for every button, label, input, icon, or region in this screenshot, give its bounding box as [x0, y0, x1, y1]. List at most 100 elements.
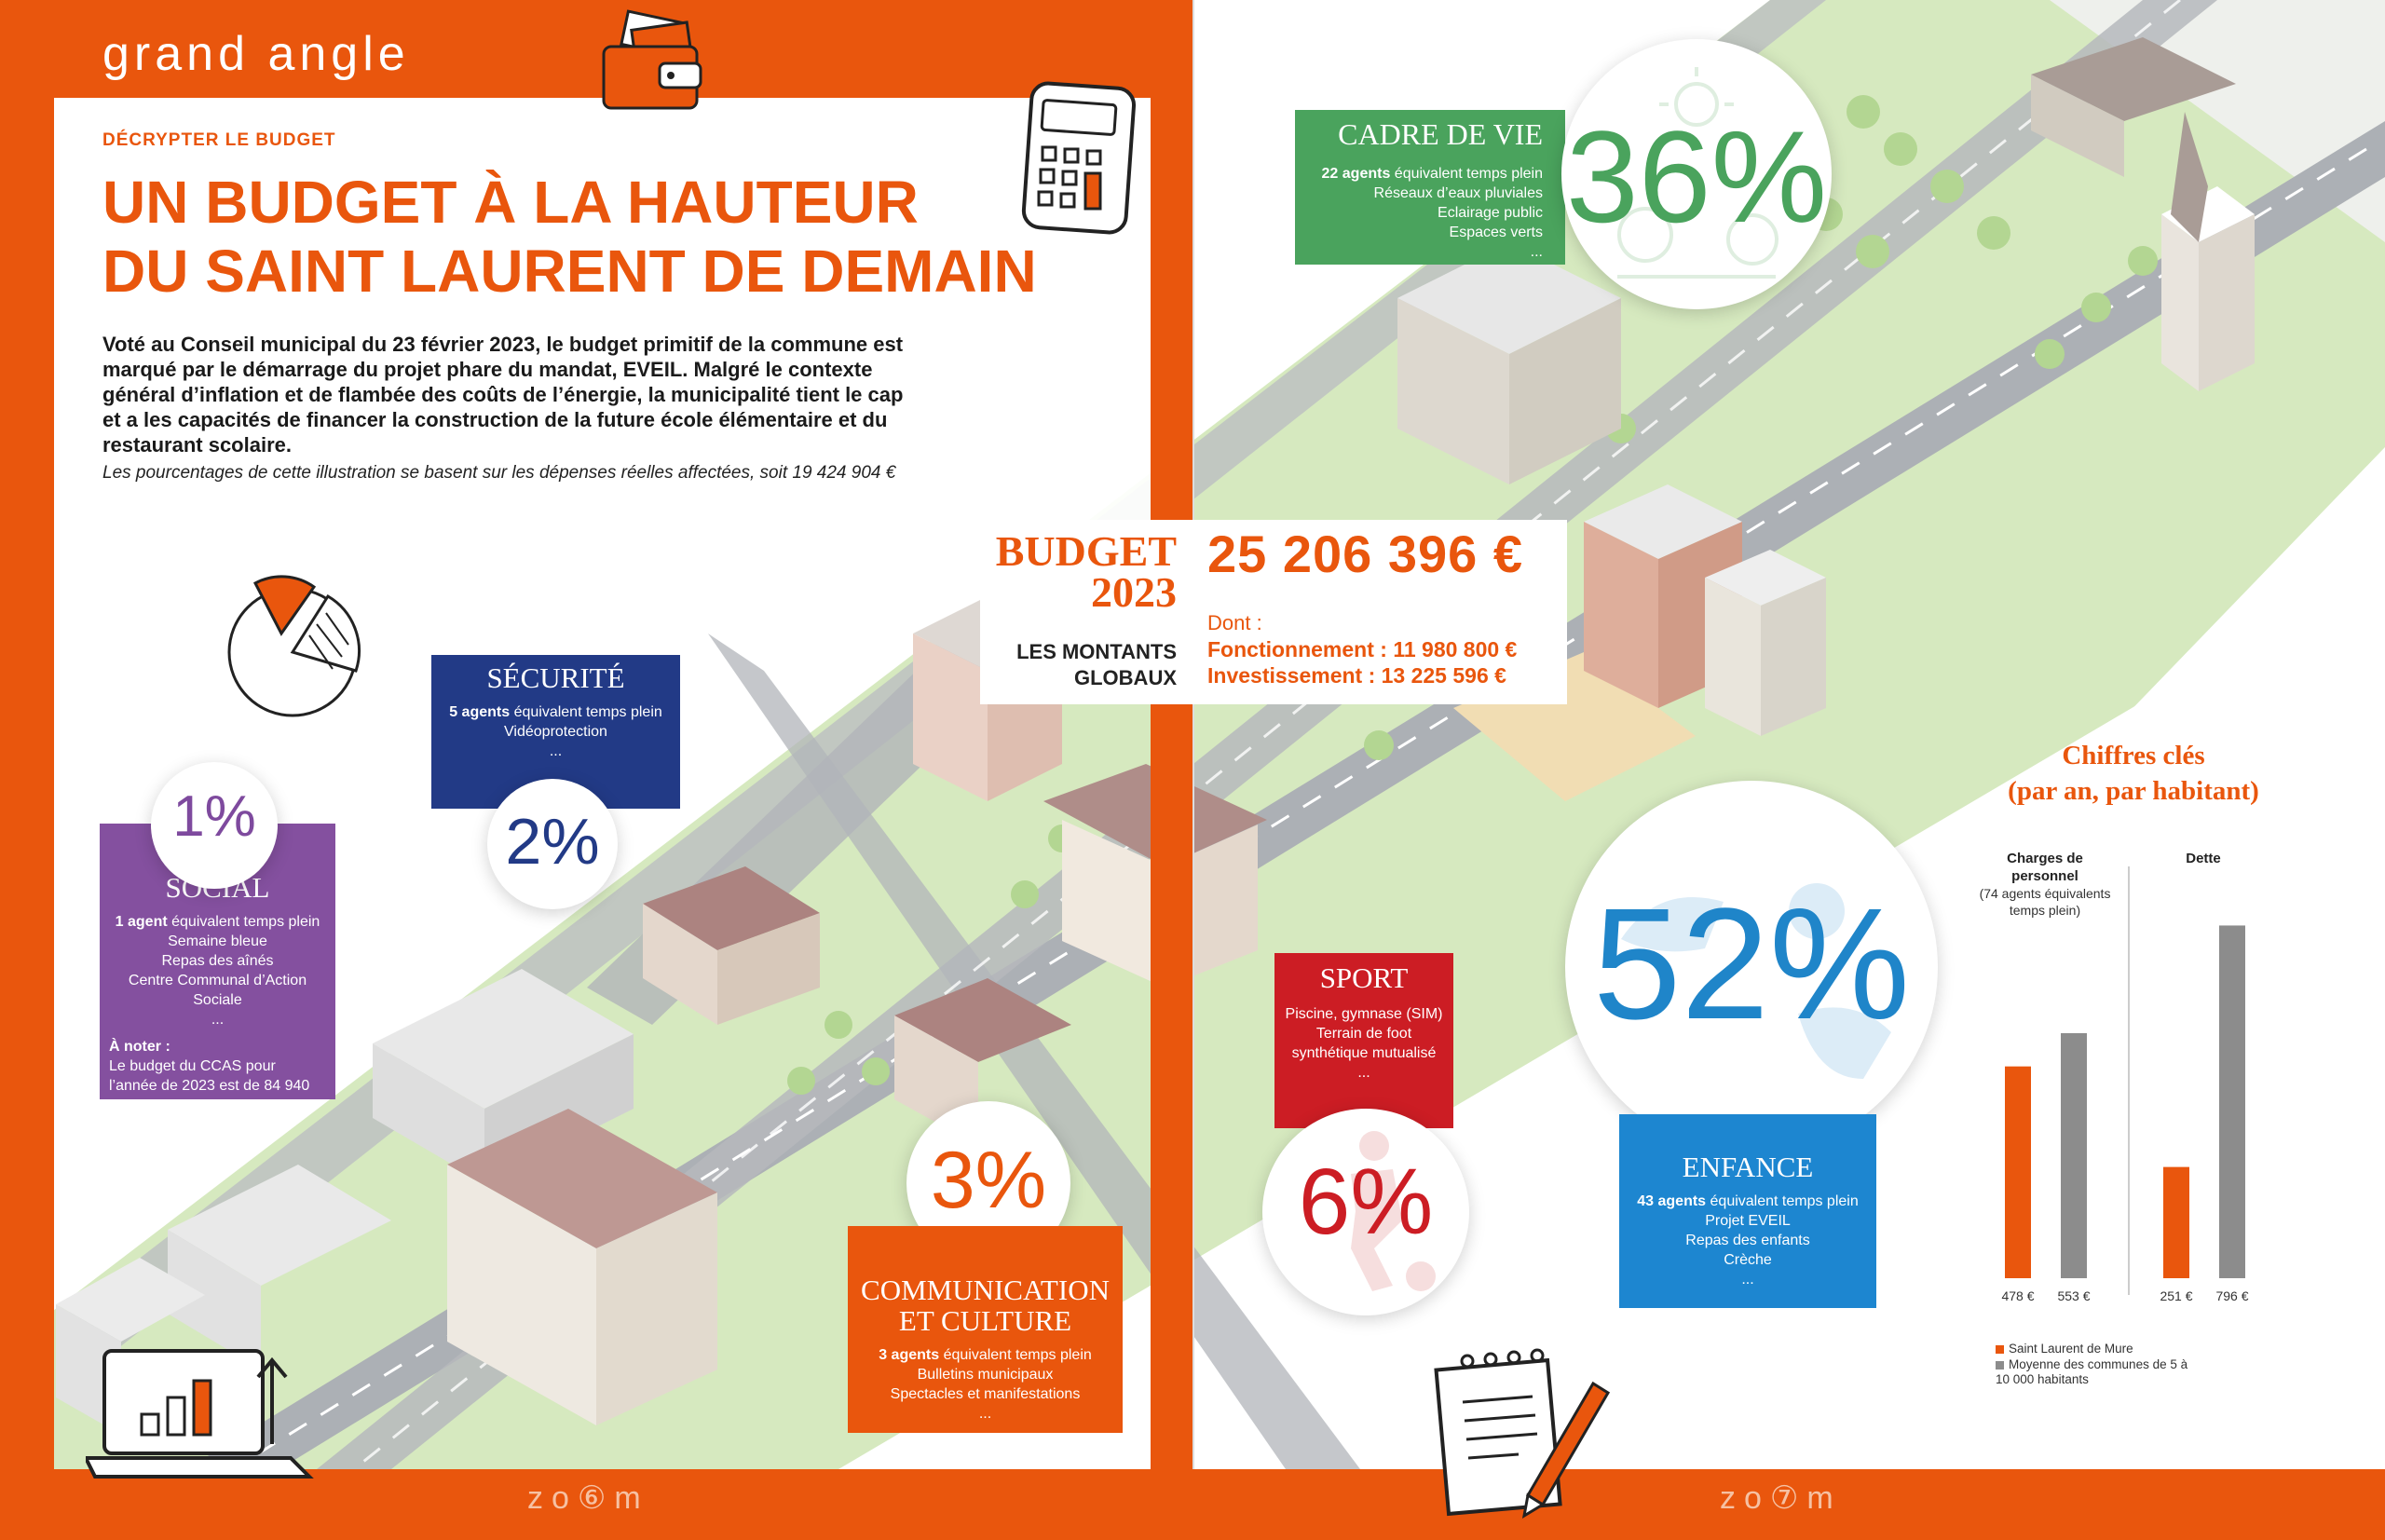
chart-title-line-2: (par an, par habitant) [2008, 776, 2259, 806]
chart-title-line-1: Chiffres clés [2062, 741, 2205, 770]
page-title-line-2: DU SAINT LAURENT DE DEMAIN [102, 238, 1037, 305]
communication-line: Bulletins municipaux [917, 1367, 1054, 1383]
sport-circle [1262, 1109, 1469, 1315]
chart-bar [2219, 925, 2245, 1278]
football-player-icon [1351, 1131, 1436, 1291]
budget-label-line-2: 2023 [1091, 568, 1177, 616]
section-label: grand angle [102, 27, 410, 81]
budget-subtitle-line-1: LES MONTANTS [1016, 640, 1177, 663]
sport-title: SPORT [1319, 961, 1409, 994]
chart-bar [2163, 1166, 2189, 1278]
budget-subtitle-line-2: GLOBAUX [1074, 666, 1177, 689]
communication-box: COMMUNICATION ET CULTURE 3 agents équiva… [848, 1226, 1123, 1433]
communication-agents: 3 agents équivalent temps plein [848, 1345, 1123, 1365]
sport-line: ... [1357, 1065, 1370, 1081]
social-details: 1 agent équivalent temps plein Semaine b… [100, 912, 335, 1029]
securite-agents-suffix: équivalent temps plein [510, 704, 662, 720]
cadre-line: Eclairage public [1438, 205, 1543, 221]
sport-line: Terrain de foot [1315, 1026, 1412, 1042]
page-title: UN BUDGET À LA HAUTEUR DU SAINT LAURENT … [102, 168, 1127, 306]
enfance-line: Repas des enfants [1685, 1233, 1810, 1248]
enfance-line: Projet EVEIL [1705, 1213, 1791, 1229]
securite-details: 5 agents équivalent temps plein Vidéopro… [431, 702, 680, 761]
communication-percent: 3% [930, 1136, 1047, 1225]
budget-label-line-1: BUDGET [995, 527, 1177, 575]
chart-bar [2061, 1032, 2087, 1278]
chart-bar-label: 553 € [2057, 1288, 2090, 1303]
communication-agents-count: 3 agents [879, 1347, 940, 1363]
left-page-surface [54, 98, 1151, 536]
enfance-box: ENFANCE 43 agents équivalent temps plein… [1619, 1114, 1876, 1308]
sport-percent: 6% [1298, 1150, 1434, 1254]
enfance-agents-count: 43 agents [1637, 1193, 1707, 1209]
budget-investissement: Investissement : 13 225 596 € [1207, 663, 1506, 688]
cadre-line: Espaces verts [1449, 225, 1543, 240]
sun-tree-icon [1617, 67, 1779, 279]
legend-item-saint-laurent: Saint Laurent de Mure [1996, 1342, 2133, 1356]
social-line: Repas des aînés [161, 953, 274, 969]
enfance-agents-suffix: équivalent temps plein [1706, 1193, 1859, 1209]
securite-agents: 5 agents équivalent temps plein [431, 702, 680, 722]
social-line: Semaine bleue [168, 934, 267, 949]
legend-label: Saint Laurent de Mure [2009, 1342, 2133, 1356]
enfance-circle [1565, 781, 1938, 1153]
sport-line: synthétique mutualisé [1291, 1045, 1437, 1061]
budget-dont: Dont : [1207, 611, 1262, 634]
legend-label: Moyenne des communes de 5 à 10 000 habit… [1996, 1357, 2188, 1386]
securite-agents-count: 5 agents [449, 704, 511, 720]
social-line: Centre Communal d’Action [128, 973, 307, 988]
intro-note: Les pourcentages de cette illustration s… [102, 463, 896, 483]
legend-item-moyenne: Moyenne des communes de 5 à 10 000 habit… [1996, 1357, 2201, 1387]
page-number-left: zo⑥m [527, 1480, 649, 1516]
securite-line: Vidéoprotection [504, 724, 607, 740]
chart-group-name: Dette [2186, 851, 2221, 866]
laptop-growth-icon [86, 1349, 314, 1479]
securite-percent: 2% [505, 805, 600, 878]
globe-child-icon [1621, 883, 1891, 1079]
chart-group-name: Charges de [2007, 851, 2083, 866]
legend-swatch [1996, 1344, 2004, 1354]
chart-group-note: temps plein) [2010, 903, 2080, 918]
communication-line: ... [978, 1406, 992, 1422]
page-title-line-1: UN BUDGET À LA HAUTEUR [102, 169, 919, 236]
enfance-line: ... [1741, 1272, 1754, 1288]
calculator-icon [1021, 81, 1137, 235]
kicker: DÉCRYPTER LE BUDGET [102, 130, 336, 150]
social-agents-count: 1 agent [115, 914, 168, 930]
social-note: À noter : Le budget du CCAS pour l’année… [100, 1029, 335, 1115]
chart-bar-label: 796 € [2215, 1288, 2248, 1303]
social-circle [151, 762, 278, 889]
key-figures-chart: Charges de personnel (74 agents équivalent… [1980, 851, 2249, 1303]
footer-band [0, 1469, 2385, 1540]
securite-circle [487, 779, 618, 909]
cadre-de-vie-title: CADRE DE VIE [1338, 117, 1543, 151]
left-border [0, 0, 54, 1540]
social-note-title: À noter : [109, 1039, 170, 1055]
intro-paragraph: Voté au Conseil municipal du 23 février … [102, 333, 904, 457]
sport-line: Piscine, gymnase (SIM) [1285, 1006, 1443, 1022]
communication-details: 3 agents équivalent temps plein Bulletin… [848, 1345, 1123, 1424]
sport-box: SPORT Piscine, gymnase (SIM) Terrain de … [1274, 953, 1453, 1128]
budget-panel [980, 520, 1567, 704]
cadre-line: ... [1530, 244, 1543, 260]
enfance-title: ENFANCE [1682, 1151, 1814, 1183]
cadre-de-vie-box: CADRE DE VIE 22 agents équivalent temps … [1295, 110, 1565, 265]
securite-title: SÉCURITÉ [486, 661, 625, 694]
wallet-icon [602, 9, 702, 110]
chart-group-note: (74 agents équivalents [1980, 886, 2111, 901]
communication-title-line-2: ET CULTURE [898, 1304, 1072, 1337]
social-line: Sociale [193, 992, 242, 1008]
communication-title-line-1: COMMUNICATION [861, 1274, 1110, 1306]
enfance-percent: 52% [1592, 876, 1911, 1053]
budget-label: BUDGET 2023 [995, 527, 1177, 616]
social-note-text: Le budget du CCAS pour l’année de 2023 e… [109, 1058, 310, 1113]
pie-chart-doodle-icon [227, 575, 361, 717]
communication-title: COMMUNICATION ET CULTURE [848, 1274, 1123, 1336]
social-agents-suffix: équivalent temps plein [167, 914, 320, 930]
cadre-line: Réseaux d’eaux pluviales [1373, 185, 1543, 201]
cadre-agents-suffix: équivalent temps plein [1390, 166, 1543, 182]
legend-swatch [1996, 1360, 2004, 1370]
chart-group-name: personnel [2011, 868, 2078, 884]
enfance-details: 43 agents équivalent temps plein Projet … [1619, 1192, 1876, 1289]
